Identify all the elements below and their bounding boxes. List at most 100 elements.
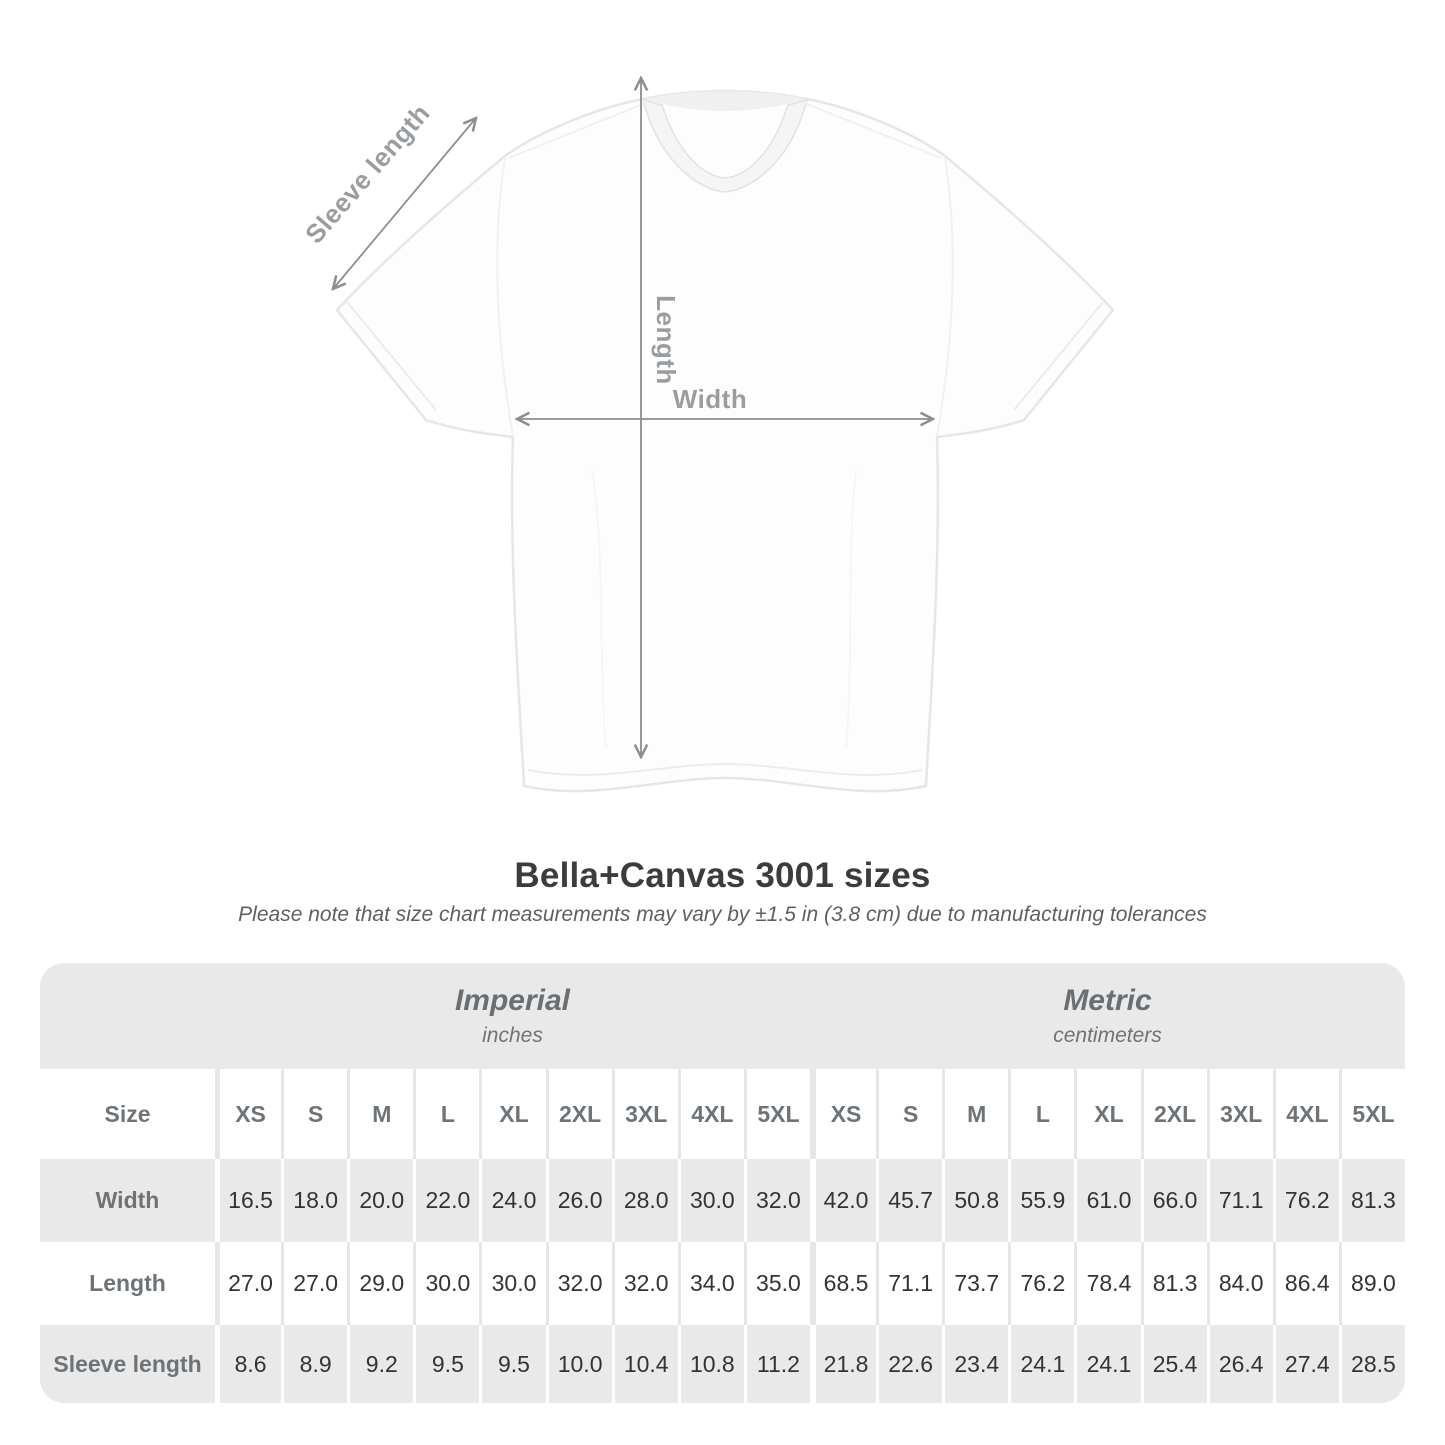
page-title: Bella+Canvas 3001 sizes — [514, 856, 931, 895]
size-header-metric-xl: XL — [1074, 1069, 1140, 1159]
value-cell-metric-m: 73.7 — [942, 1242, 1008, 1325]
unit-group-row: Imperial inches Metric centimeters — [40, 963, 1405, 1069]
value-cell-metric-xl: 78.4 — [1074, 1242, 1140, 1325]
tolerance-note: Please note that size chart measurements… — [238, 903, 1207, 926]
size-header-metric-l: L — [1008, 1069, 1074, 1159]
value-cell-imperial-xs: 16.5 — [215, 1159, 281, 1242]
size-header-metric-s: S — [876, 1069, 942, 1159]
value-cell-metric-5xl: 89.0 — [1338, 1242, 1405, 1325]
metric-unit: centimeters — [1053, 1024, 1162, 1047]
value-cell-imperial-xl: 9.5 — [479, 1325, 545, 1403]
value-cell-imperial-2xl: 26.0 — [545, 1159, 612, 1242]
value-cell-imperial-m: 29.0 — [347, 1242, 413, 1325]
imperial-label: Imperial — [454, 984, 571, 1017]
size-header-imperial-3xl: 3XL — [611, 1069, 678, 1159]
value-cell-imperial-5xl: 11.2 — [743, 1325, 810, 1403]
size-header-metric-4xl: 4XL — [1272, 1069, 1339, 1159]
value-cell-imperial-5xl: 35.0 — [743, 1242, 810, 1325]
size-table-body: Width 16.5 18.0 20.0 22.0 24.0 26.0 28.0 30.0 32.… — [40, 1159, 1405, 1403]
value-cell-imperial-s: 18.0 — [281, 1159, 347, 1242]
value-cell-imperial-xl: 24.0 — [479, 1159, 545, 1242]
row-label: Width — [95, 1187, 160, 1213]
size-header-metric-5xl: 5XL — [1338, 1069, 1405, 1159]
value-cell-metric-5xl: 81.3 — [1338, 1159, 1405, 1242]
size-table: Imperial inches Metric centimeters Size … — [40, 963, 1405, 1403]
value-cell-imperial-m: 9.2 — [347, 1325, 413, 1403]
value-cell-metric-l: 55.9 — [1008, 1159, 1074, 1242]
value-cell-imperial-l: 9.5 — [413, 1325, 479, 1403]
value-cell-imperial-3xl: 32.0 — [611, 1242, 678, 1325]
value-cell-metric-s: 22.6 — [876, 1325, 942, 1403]
value-cell-imperial-3xl: 28.0 — [611, 1159, 678, 1242]
size-header-row: Size XS S M L XL 2XL 3XL 4XL 5XL XS S M L XL 2XL 3XL 4XL… — [40, 1069, 1405, 1159]
size-header-imperial-4xl: 4XL — [677, 1069, 744, 1159]
length-label: Length — [651, 295, 681, 385]
tshirt-diagram-svg: Sleeve length Length Width — [299, 0, 1115, 793]
value-cell-imperial-4xl: 34.0 — [677, 1242, 744, 1325]
table-row-sleeve-length: Sleeve length 8.6 8.9 9.2 9.5 9.5 10.0 10.4 10.8… — [40, 1325, 1405, 1403]
size-header-imperial-s: S — [281, 1069, 347, 1159]
value-cell-metric-l: 24.1 — [1008, 1325, 1074, 1403]
value-cell-metric-4xl: 86.4 — [1272, 1242, 1339, 1325]
size-header-imperial-2xl: 2XL — [545, 1069, 612, 1159]
value-cell-imperial-3xl: 10.4 — [611, 1325, 678, 1403]
value-cell-imperial-5xl: 32.0 — [743, 1159, 810, 1242]
value-cell-imperial-2xl: 10.0 — [545, 1325, 612, 1403]
size-header-imperial-l: L — [413, 1069, 479, 1159]
size-header-imperial-m: M — [347, 1069, 413, 1159]
value-cell-metric-5xl: 28.5 — [1338, 1325, 1405, 1403]
value-cell-metric-xl: 61.0 — [1074, 1159, 1140, 1242]
value-cell-imperial-2xl: 32.0 — [545, 1242, 612, 1325]
size-column-header: Size — [104, 1100, 151, 1127]
size-header-metric-3xl: 3XL — [1206, 1069, 1273, 1159]
corner-cell — [40, 963, 215, 1069]
size-header-metric-xs: XS — [809, 1069, 876, 1159]
tshirt-diagram: Sleeve length Length Width — [299, 0, 1115, 793]
value-cell-imperial-4xl: 30.0 — [677, 1159, 744, 1242]
value-cell-imperial-xs: 8.6 — [215, 1325, 281, 1403]
value-cell-metric-xs: 68.5 — [809, 1242, 876, 1325]
metric-label: Metric — [1063, 984, 1152, 1017]
value-cell-metric-4xl: 27.4 — [1272, 1325, 1339, 1403]
value-cell-metric-4xl: 76.2 — [1272, 1159, 1339, 1242]
value-cell-metric-s: 45.7 — [876, 1159, 942, 1242]
tshirt-graphic — [335, 89, 1115, 793]
value-cell-metric-2xl: 81.3 — [1140, 1242, 1207, 1325]
table-row-length: Length 27.0 27.0 29.0 30.0 30.0 32.0 32.0 34.0 35… — [40, 1242, 1405, 1325]
value-cell-metric-s: 71.1 — [876, 1242, 942, 1325]
value-cell-imperial-l: 30.0 — [413, 1242, 479, 1325]
value-cell-metric-3xl: 71.1 — [1206, 1159, 1273, 1242]
value-cell-metric-3xl: 84.0 — [1206, 1242, 1273, 1325]
value-cell-metric-xl: 24.1 — [1074, 1325, 1140, 1403]
imperial-unit: inches — [482, 1024, 543, 1047]
size-header-metric-m: M — [942, 1069, 1008, 1159]
value-cell-metric-xs: 21.8 — [809, 1325, 876, 1403]
value-cell-imperial-xl: 30.0 — [479, 1242, 545, 1325]
table-row-width: Width 16.5 18.0 20.0 22.0 24.0 26.0 28.0 30.0 32.… — [40, 1159, 1405, 1242]
size-header-imperial-xl: XL — [479, 1069, 545, 1159]
size-header-imperial-xs: XS — [215, 1069, 281, 1159]
value-cell-metric-l: 76.2 — [1008, 1242, 1074, 1325]
value-cell-imperial-l: 22.0 — [413, 1159, 479, 1242]
size-header-metric-2xl: 2XL — [1140, 1069, 1207, 1159]
value-cell-imperial-s: 8.9 — [281, 1325, 347, 1403]
value-cell-metric-2xl: 66.0 — [1140, 1159, 1207, 1242]
value-cell-metric-m: 50.8 — [942, 1159, 1008, 1242]
value-cell-metric-m: 23.4 — [942, 1325, 1008, 1403]
sleeve-length-arrow — [333, 118, 476, 289]
row-label: Sleeve length — [53, 1350, 202, 1377]
sleeve-length-label: Sleeve length — [299, 98, 436, 249]
value-cell-imperial-s: 27.0 — [281, 1242, 347, 1325]
value-cell-metric-xs: 42.0 — [809, 1159, 876, 1242]
value-cell-imperial-xs: 27.0 — [215, 1242, 281, 1325]
value-cell-imperial-m: 20.0 — [347, 1159, 413, 1242]
metric-group-header: Metric centimeters — [810, 963, 1405, 1069]
size-header-imperial-5xl: 5XL — [743, 1069, 810, 1159]
value-cell-metric-3xl: 26.4 — [1206, 1325, 1273, 1403]
value-cell-imperial-4xl: 10.8 — [677, 1325, 744, 1403]
row-label: Length — [89, 1270, 166, 1296]
width-label: Width — [673, 384, 747, 414]
size-table-element: Imperial inches Metric centimeters Size … — [40, 963, 1405, 1403]
value-cell-metric-2xl: 25.4 — [1140, 1325, 1207, 1403]
